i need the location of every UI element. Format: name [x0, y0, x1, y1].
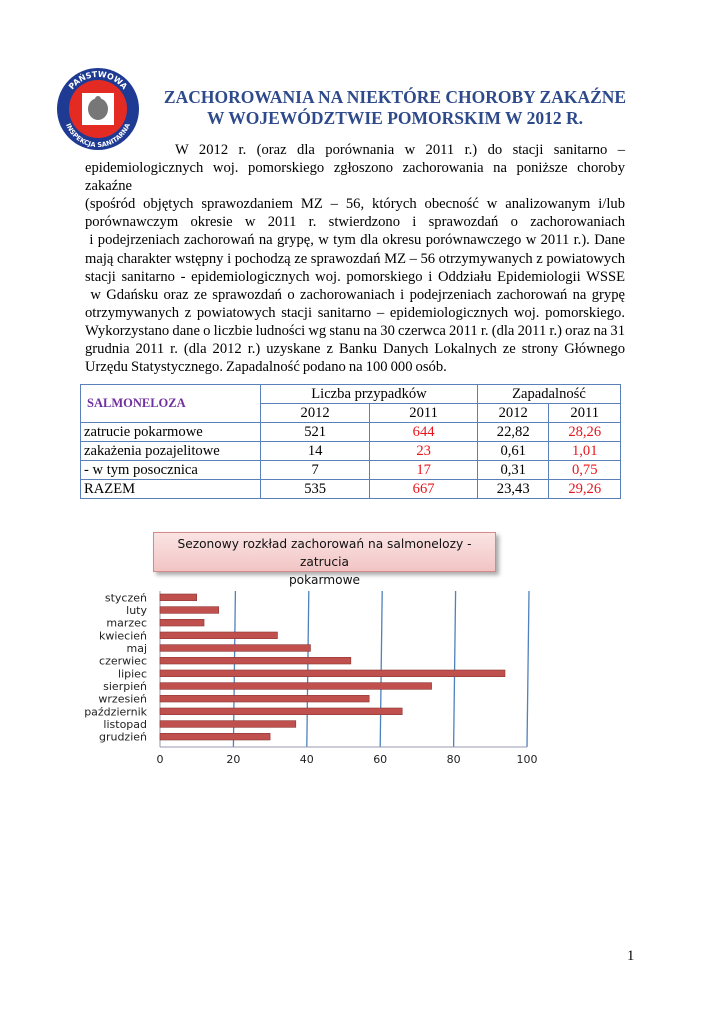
bar: [159, 695, 370, 703]
row-header: SALMONELOZA: [80, 384, 261, 424]
y-category-label: czerwiec: [99, 655, 147, 668]
paragraph-line: otrzymywanych z powiatowych stacji sanit…: [85, 304, 625, 321]
group-header-incidence: Zapadalność: [476, 384, 622, 405]
cell-value: 644: [369, 422, 478, 443]
cell-value: 1,01: [548, 441, 621, 462]
paragraph-line: w Gdańsku oraz ze sprawozdań o zachorowa…: [85, 286, 625, 303]
y-category-label: styczeń: [105, 592, 147, 605]
cell-value: 535: [259, 479, 371, 500]
chart-container: 0 20 40 60 80 100 styczeń luty marzec kwiecień maj…: [80, 525, 550, 765]
title-line-1: ZACHOROWANIA NA NIEKTÓRE CHOROBY ZAKAŹNE: [163, 87, 627, 107]
y-category-label: grudzień: [99, 731, 147, 744]
year-header: 2012: [476, 403, 550, 424]
bar: [159, 707, 403, 716]
row-label: - w tym posocznica: [80, 460, 261, 481]
y-category-label: październik: [84, 706, 147, 719]
chart-title: Sezonowy rozkład zachorowań na salmonelo…: [153, 532, 496, 587]
cell-value: 23,43: [476, 479, 550, 500]
x-tick-label: 40: [300, 753, 314, 765]
paragraph-line: i podejrzeniach zachorowań na grypę, w t…: [85, 232, 625, 249]
bar: [159, 593, 198, 602]
year-header: 2011: [548, 403, 621, 424]
bar: [159, 644, 311, 652]
y-category-label: kwiecień: [99, 630, 147, 643]
cell-value: 28,26: [548, 422, 621, 443]
y-category-label: marzec: [106, 617, 147, 630]
x-tick-label: 20: [226, 753, 240, 765]
row-label: zatrucie pokarmowe: [80, 422, 261, 443]
sanitary-inspection-logo: PAŃSTWOWA INSPEKCJA SANITARNA: [57, 68, 139, 150]
paragraph-line: porównawczym okresie w 2011 r. stwierdzo…: [85, 214, 625, 231]
bar: [159, 733, 271, 741]
cell-value: 14: [259, 441, 371, 462]
y-category-label: listopad: [103, 718, 147, 731]
paragraph-line: grudnia 2011 r. (dla 2012 r.) uzyskane z…: [85, 341, 625, 358]
cell-value: 7: [259, 460, 371, 481]
bar: [159, 657, 352, 665]
title-line-2: W WOJEWÓDZTWIE POMORSKIM W 2012 R.: [207, 108, 583, 128]
y-category-label: maj: [126, 642, 147, 655]
year-header: 2012: [259, 403, 371, 424]
y-category-label: wrzesień: [98, 693, 147, 706]
group-header-cases: Liczba przypadków: [260, 384, 478, 405]
chart-title-line: Sezonowy rozkład zachorowań na salmonelo…: [177, 537, 472, 570]
gridline: [526, 591, 530, 748]
row-label: zakażenia pozajelitowe: [80, 441, 261, 462]
cell-value: 0,31: [476, 460, 550, 481]
x-tick-label: 100: [517, 753, 538, 765]
bar: [159, 606, 220, 614]
x-tick-label: 60: [373, 753, 387, 765]
bar: [159, 682, 432, 690]
bar: [159, 619, 205, 627]
year-header: 2011: [369, 403, 478, 424]
y-category-label: luty: [126, 604, 147, 617]
table-row: RAZEM 535 667 23,43 29,26: [80, 479, 621, 500]
gridline: [306, 591, 310, 748]
table-row: - w tym posocznica 7 17 0,31 0,75: [80, 460, 621, 481]
cell-value: 22,82: [476, 422, 550, 443]
paragraph-line: W 2012 r. (oraz dla porównania w 2011 r.…: [175, 142, 625, 158]
x-tick-label: 80: [447, 753, 461, 765]
cell-value: 0,75: [548, 460, 621, 481]
chart-title-line: pokarmowe: [288, 573, 361, 588]
cell-value: 667: [369, 479, 478, 500]
cell-value: 0,61: [476, 441, 550, 462]
salmonella-table: SALMONELOZA Liczba przypadków Zapadalnoś…: [80, 384, 622, 500]
paragraph-line: (spośród objętych sprawozdaniem MZ – 56,…: [85, 196, 625, 213]
table-row: zakażenia pozajelitowe 14 23 0,61 1,01: [80, 441, 621, 462]
x-tick-label: 0: [157, 753, 164, 765]
table-row: zatrucie pokarmowe 521 644 22,82 28,26: [80, 422, 621, 443]
seasonal-bar-chart: 0 20 40 60 80 100 styczeńlutymarzeckwiecieńmaj…: [84, 591, 538, 765]
bar: [159, 669, 506, 678]
page-number: 1: [627, 948, 635, 964]
y-category-label: sierpień: [103, 680, 147, 693]
paragraph-line: Urzędu Statystycznego. Zapadalność podan…: [85, 359, 447, 376]
gridline: [452, 591, 457, 748]
content-flow: W 2012 r. (oraz dla porównania w 2011 r.…: [80, 141, 625, 765]
paragraph-line: mają charakter wstępny i pochodzą ze spr…: [85, 250, 625, 267]
cell-value: 29,26: [548, 479, 621, 500]
paragraph-line: Wykorzystano dane o liczbie ludności wg …: [85, 322, 625, 339]
y-category-label: lipiec: [118, 668, 147, 681]
cell-value: 17: [369, 460, 478, 481]
row-label: RAZEM: [80, 479, 261, 500]
paragraph-line: epidemiologicznych woj. pomorskiego zgło…: [85, 160, 629, 195]
paragraph-line: stacji sanitarno - epidemiologicznych wo…: [85, 268, 625, 285]
bar: [159, 631, 278, 640]
intro-paragraph: W 2012 r. (oraz dla porównania w 2011 r.…: [85, 141, 625, 376]
gridline: [379, 591, 383, 748]
cell-value: 23: [369, 441, 478, 462]
bar: [159, 720, 297, 728]
cell-value: 521: [259, 422, 371, 443]
